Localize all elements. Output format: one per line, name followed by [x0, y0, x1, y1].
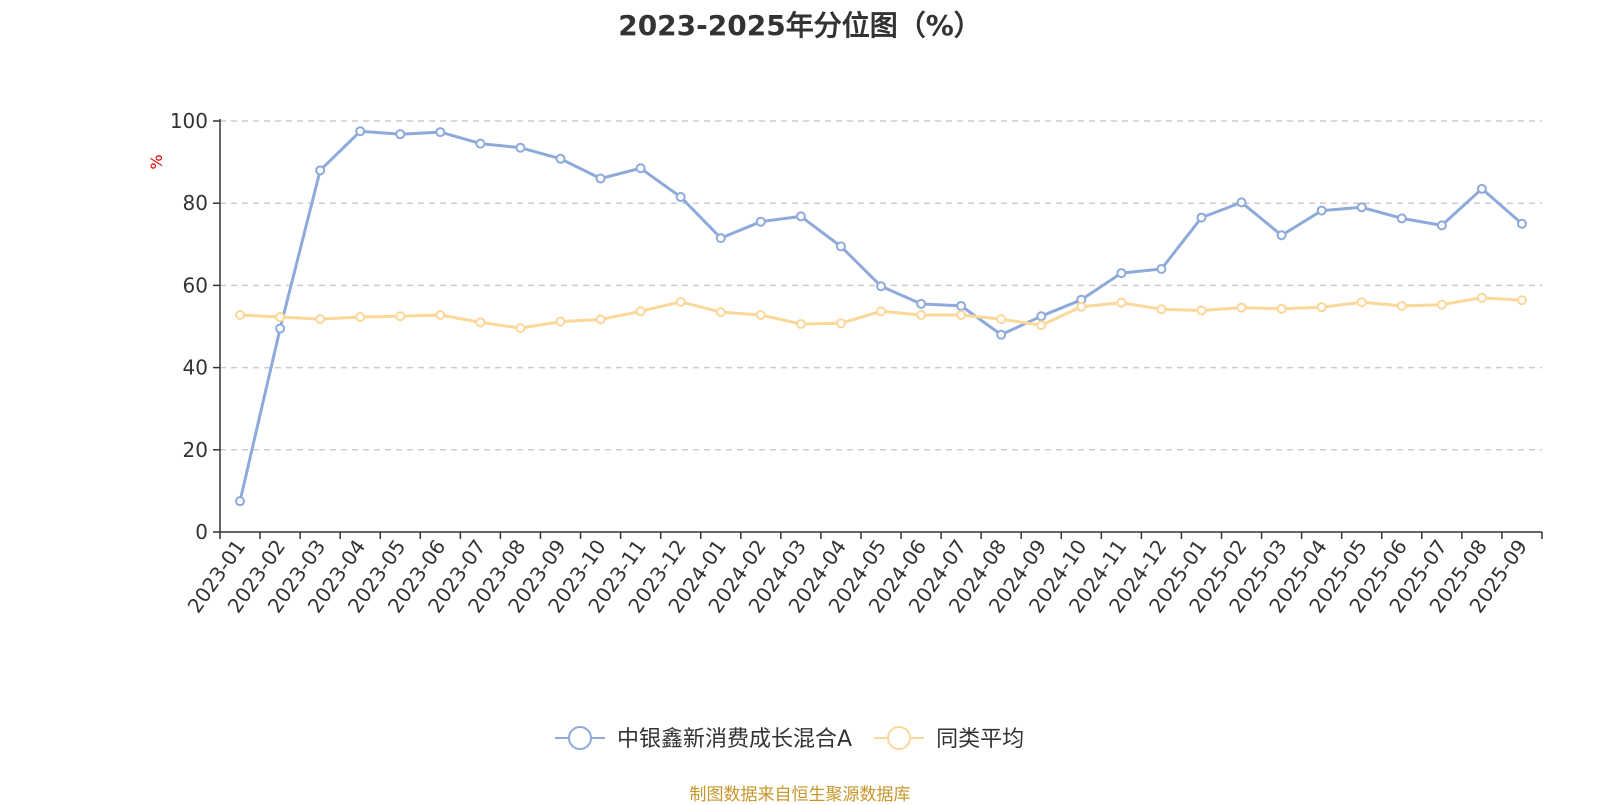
data-point — [956, 300, 967, 311]
data-point — [355, 312, 366, 323]
legend-label: 中银鑫新消费成长混合A — [617, 727, 852, 752]
y-tick-label: 60 — [183, 273, 208, 297]
data-point — [1276, 303, 1287, 314]
legend-item-1[interactable]: 中银鑫新消费成长混合A — [555, 726, 852, 752]
data-point — [1396, 300, 1407, 311]
data-point — [1436, 299, 1447, 310]
data-point — [355, 126, 366, 137]
series-lines — [235, 126, 1527, 507]
y-tick-label: 20 — [183, 438, 208, 462]
data-point — [1196, 212, 1207, 223]
data-point — [275, 323, 286, 334]
data-point — [1396, 213, 1407, 224]
data-point — [795, 211, 806, 222]
data-point — [235, 496, 246, 507]
data-point — [475, 317, 486, 328]
chart-title: 2023-2025年分位图（%） — [618, 9, 982, 42]
legend[interactable]: 中银鑫新消费成长混合A 同类平均 — [555, 726, 1024, 752]
data-point — [515, 142, 526, 153]
data-point — [1356, 202, 1367, 213]
data-point — [1476, 292, 1487, 303]
data-point — [1276, 230, 1287, 241]
data-point — [1516, 295, 1527, 306]
legend-label: 同类平均 — [936, 727, 1024, 752]
axes: 020406080100%2023-012023-022023-032023-0… — [147, 109, 1543, 617]
legend-item-2[interactable]: 同类平均 — [874, 726, 1024, 752]
data-point — [635, 306, 646, 317]
data-point — [916, 309, 927, 320]
data-point — [1156, 263, 1167, 274]
data-point — [996, 329, 1007, 340]
data-point — [876, 281, 886, 292]
data-point — [675, 296, 686, 307]
y-tick-label: 40 — [183, 356, 208, 380]
legend-marker — [568, 726, 592, 750]
data-point — [715, 233, 726, 244]
source-note: 制图数据来自恒生聚源数据库 — [689, 785, 911, 805]
data-point — [1236, 302, 1247, 313]
data-point — [1316, 205, 1327, 216]
data-point — [475, 138, 486, 149]
data-point — [395, 311, 406, 322]
y-axis-label: % — [147, 154, 166, 169]
data-point — [1156, 304, 1167, 315]
data-point — [916, 298, 927, 309]
data-point — [996, 314, 1007, 325]
data-point — [1236, 197, 1247, 208]
data-point — [1076, 301, 1087, 312]
data-point — [595, 173, 606, 184]
data-point — [715, 307, 726, 318]
data-point — [1116, 268, 1127, 279]
data-point — [1436, 220, 1447, 231]
data-point — [675, 192, 686, 203]
data-point — [1316, 302, 1327, 313]
data-point — [555, 153, 566, 164]
data-point — [876, 306, 886, 317]
data-point — [555, 316, 566, 327]
data-point — [1036, 320, 1047, 331]
data-point — [956, 309, 967, 320]
legend-marker — [887, 726, 912, 750]
data-point — [795, 319, 806, 330]
data-point — [755, 216, 766, 227]
data-point — [835, 318, 846, 329]
data-point — [1036, 311, 1047, 322]
data-point — [595, 314, 606, 325]
data-point — [1116, 297, 1127, 308]
data-point — [1356, 297, 1367, 308]
data-point — [515, 323, 526, 334]
data-point — [1196, 305, 1207, 316]
data-point — [275, 312, 286, 323]
y-tick-label: 0 — [195, 520, 208, 544]
data-point — [755, 309, 766, 320]
y-tick-label: 100 — [170, 109, 208, 133]
data-point — [1516, 218, 1527, 229]
data-point — [835, 241, 846, 252]
y-tick-label: 80 — [183, 191, 208, 215]
data-point — [235, 309, 246, 320]
data-point — [315, 165, 326, 176]
data-point — [435, 309, 446, 320]
data-point — [315, 314, 326, 325]
data-point — [395, 129, 406, 140]
data-point — [1476, 183, 1487, 194]
data-point — [435, 127, 446, 138]
data-point — [635, 163, 646, 174]
